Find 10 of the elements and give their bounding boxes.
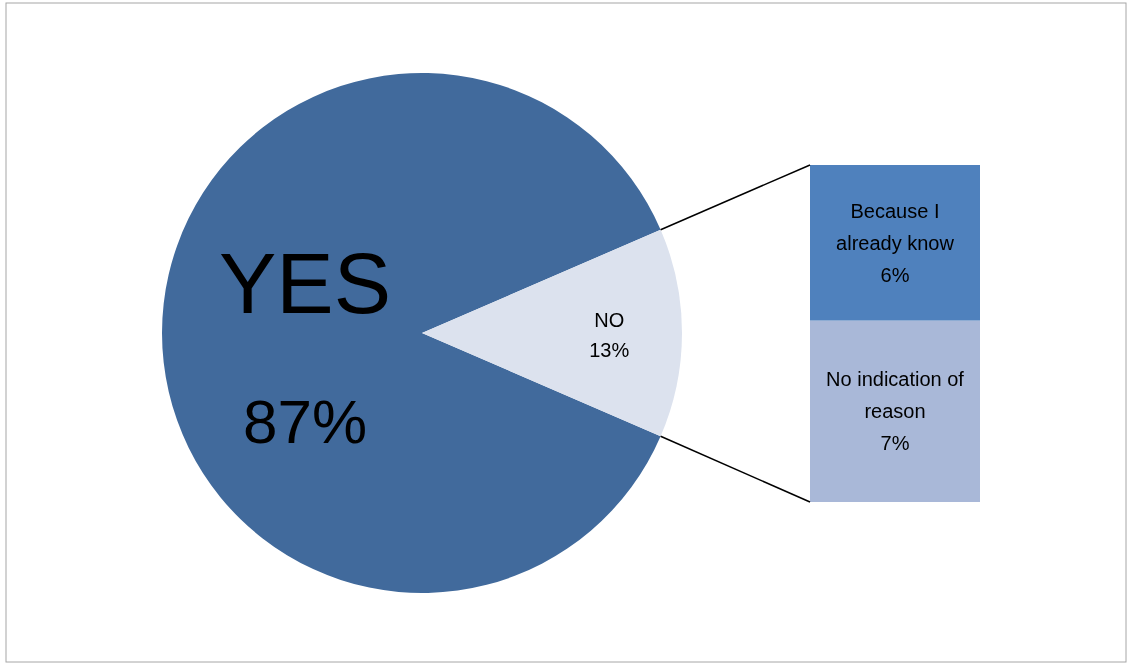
data-label: 7% [880,432,910,455]
data-label: 6% [880,263,910,286]
pie-slice [162,73,661,593]
slice-label: NO [594,309,625,331]
series-label: No indication of reason [826,368,965,423]
data-label: 13% [589,339,630,361]
series-label: Because I already know [836,199,955,254]
pie-slice [422,229,682,437]
data-label: 87% [242,387,368,456]
slice-label: YES [218,235,392,331]
